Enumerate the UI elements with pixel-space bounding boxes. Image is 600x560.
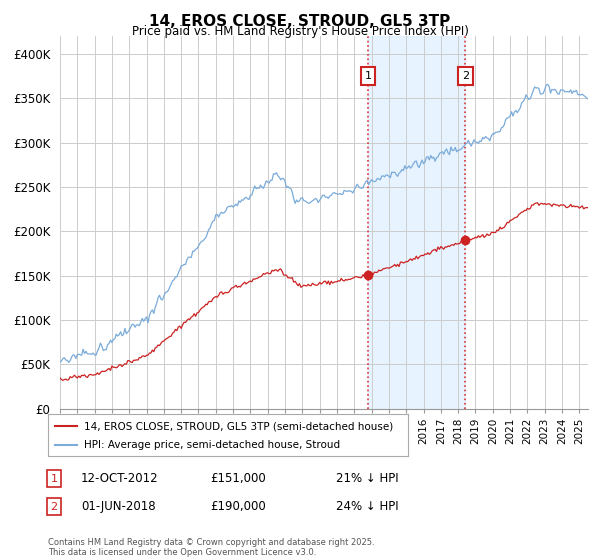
Text: 21% ↓ HPI: 21% ↓ HPI <box>336 472 398 486</box>
Text: 24% ↓ HPI: 24% ↓ HPI <box>336 500 398 514</box>
Text: £151,000: £151,000 <box>210 472 266 486</box>
Text: HPI: Average price, semi-detached house, Stroud: HPI: Average price, semi-detached house,… <box>84 440 340 450</box>
Text: 2: 2 <box>462 71 469 81</box>
Text: 14, EROS CLOSE, STROUD, GL5 3TP (semi-detached house): 14, EROS CLOSE, STROUD, GL5 3TP (semi-de… <box>84 421 393 431</box>
Bar <box>368 36 466 409</box>
Text: 1: 1 <box>50 474 58 484</box>
Text: 12-OCT-2012: 12-OCT-2012 <box>81 472 158 486</box>
Text: 2: 2 <box>50 502 58 512</box>
Text: 1: 1 <box>364 71 371 81</box>
Text: 01-JUN-2018: 01-JUN-2018 <box>81 500 155 514</box>
Text: £190,000: £190,000 <box>210 500 266 514</box>
Text: 14, EROS CLOSE, STROUD, GL5 3TP: 14, EROS CLOSE, STROUD, GL5 3TP <box>149 14 451 29</box>
Text: Contains HM Land Registry data © Crown copyright and database right 2025.
This d: Contains HM Land Registry data © Crown c… <box>48 538 374 557</box>
Text: Price paid vs. HM Land Registry's House Price Index (HPI): Price paid vs. HM Land Registry's House … <box>131 25 469 38</box>
